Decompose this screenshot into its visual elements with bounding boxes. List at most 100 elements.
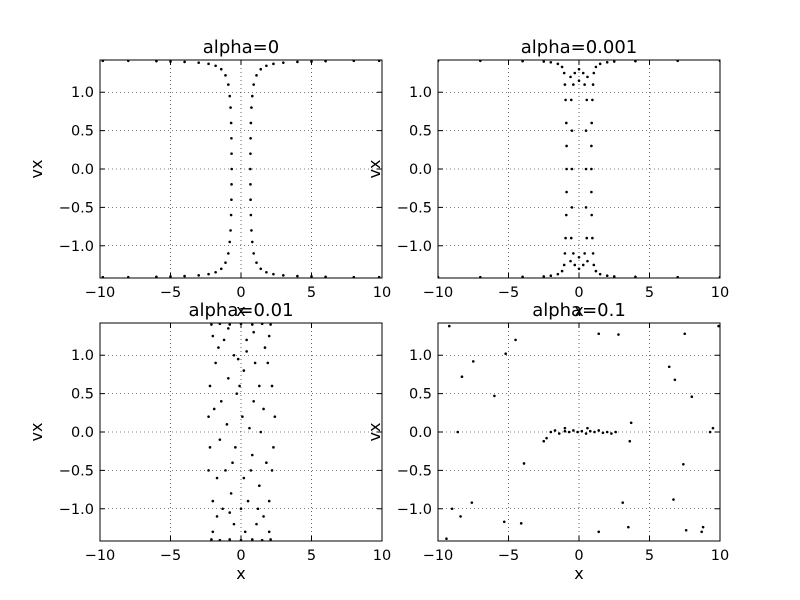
data-point <box>267 499 271 503</box>
data-point <box>296 60 299 64</box>
data-point <box>228 240 232 244</box>
y-tick-label: 0.5 <box>409 124 432 140</box>
data-point <box>563 426 567 430</box>
data-point <box>667 365 671 369</box>
data-point <box>260 323 264 326</box>
data-point <box>155 275 158 278</box>
data-point <box>324 60 327 63</box>
data-point <box>238 384 241 388</box>
data-point <box>211 334 215 338</box>
data-point <box>564 98 567 102</box>
data-point <box>272 272 275 276</box>
data-point <box>479 275 482 278</box>
data-point <box>229 213 233 217</box>
data-point <box>258 484 261 488</box>
data-point <box>572 429 575 432</box>
x-tick-label: −10 <box>423 548 454 564</box>
data-point <box>183 60 186 64</box>
data-point <box>590 121 593 125</box>
x-tick-label: −5 <box>160 285 181 301</box>
data-point <box>593 430 596 434</box>
data-point <box>235 392 239 395</box>
data-point <box>597 332 601 336</box>
data-point <box>282 274 285 277</box>
data-point <box>612 275 616 278</box>
data-point <box>227 376 230 380</box>
data-point <box>590 144 593 148</box>
data-point <box>573 263 577 267</box>
data-point <box>265 270 268 274</box>
data-point <box>590 213 593 217</box>
data-point <box>592 263 596 267</box>
data-point <box>597 530 601 534</box>
data-point <box>565 190 568 194</box>
y-tick-label: 1.0 <box>71 85 94 101</box>
data-point <box>224 469 227 472</box>
data-point <box>262 515 265 518</box>
x-tick-label: −5 <box>160 548 181 564</box>
data-point <box>250 538 254 541</box>
data-point <box>605 430 609 434</box>
data-point <box>522 462 526 465</box>
data-point <box>572 252 575 255</box>
data-point <box>690 395 694 398</box>
data-point <box>229 106 232 109</box>
y-tick-label: −1.0 <box>397 502 432 518</box>
data-point <box>459 515 462 518</box>
data-point <box>634 60 637 63</box>
series-points <box>101 60 381 278</box>
data-point <box>255 522 258 526</box>
data-point <box>471 360 475 363</box>
data-point <box>230 198 233 202</box>
data-point <box>210 323 213 326</box>
data-point <box>249 167 252 171</box>
data-point <box>634 275 637 278</box>
y-axis-label: vx <box>365 160 384 179</box>
data-point <box>222 338 226 342</box>
data-point <box>282 61 285 64</box>
y-axis-label: vx <box>365 423 384 442</box>
data-point <box>601 431 605 435</box>
y-tick-label: 0.5 <box>71 387 94 403</box>
data-point <box>584 432 588 435</box>
data-point <box>569 98 573 102</box>
data-point <box>273 415 277 418</box>
subplot-title: alpha=0.001 <box>521 37 638 58</box>
data-point <box>250 229 253 232</box>
x-tick-label: −5 <box>498 285 519 301</box>
x-tick-label: 5 <box>645 285 654 301</box>
data-point <box>614 430 617 434</box>
data-point <box>521 275 524 278</box>
data-point <box>621 501 625 504</box>
data-point <box>225 423 229 426</box>
data-point <box>270 384 274 388</box>
x-tick-label: 5 <box>307 285 316 301</box>
data-point <box>542 439 546 443</box>
data-point <box>573 71 577 75</box>
data-point <box>581 263 585 267</box>
data-point <box>255 74 258 77</box>
data-point <box>270 469 274 472</box>
data-point <box>227 83 230 86</box>
data-point <box>612 60 616 63</box>
data-point <box>265 64 268 68</box>
data-point <box>259 67 263 71</box>
data-point <box>717 324 720 328</box>
data-point <box>207 415 210 418</box>
data-point <box>598 272 602 276</box>
data-point <box>592 71 596 75</box>
data-point <box>377 275 381 278</box>
data-point <box>447 324 451 328</box>
y-tick-label: −0.5 <box>397 200 432 216</box>
data-point <box>126 275 130 278</box>
y-tick-label: 1.0 <box>71 348 94 364</box>
data-point <box>479 60 482 63</box>
data-point <box>594 269 598 273</box>
data-point <box>584 206 588 209</box>
data-point <box>232 353 236 357</box>
data-point <box>246 499 250 503</box>
data-point <box>605 61 609 64</box>
x-axis-label: x <box>236 301 245 320</box>
data-point <box>250 453 254 457</box>
data-point <box>250 94 254 98</box>
